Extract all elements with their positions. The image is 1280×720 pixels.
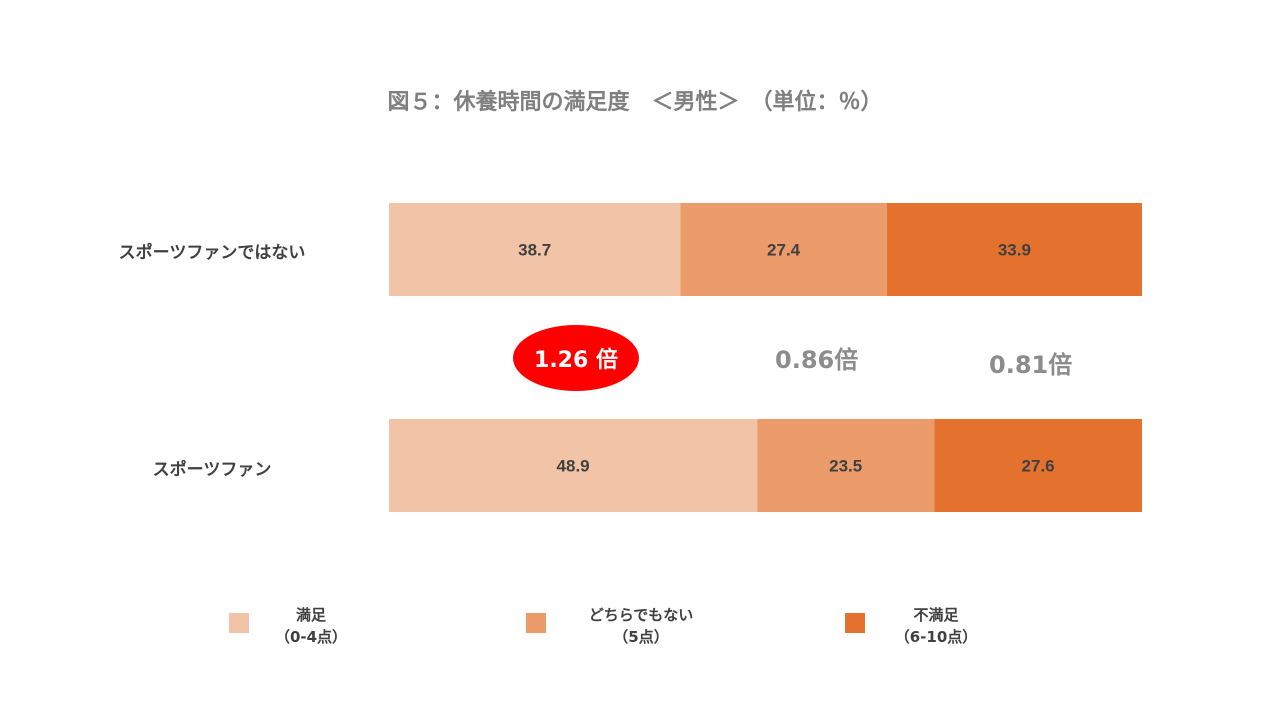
bar-segment-0-1	[680, 203, 887, 296]
category-label-fan: スポーツファン	[152, 460, 272, 480]
legend-label-dissatisfied: 不満足 （6-10点）	[894, 606, 978, 646]
data-label-1-1: 23.5	[829, 457, 862, 476]
data-label-0-1: 27.4	[767, 241, 801, 260]
bar-segment-1-1	[757, 419, 935, 512]
ratio-annotation-satisfied: 1.26 倍	[513, 325, 639, 391]
bar-segment-1-0	[389, 419, 758, 512]
bar-segment-0-2	[886, 203, 1142, 296]
legend-label-satisfied: 満足 （0-4点）	[274, 606, 348, 646]
legend-swatch-neutral	[526, 613, 546, 633]
legend-swatch-dissatisfied	[845, 613, 865, 633]
legend-label-neutral: どちらでもない （5点）	[588, 606, 694, 646]
data-label-1-2: 27.6	[1022, 457, 1055, 476]
bar-segment-0-0	[389, 203, 681, 296]
legend-swatch-satisfied	[229, 613, 249, 633]
data-label-0-2: 33.9	[998, 241, 1031, 260]
ratio-annotation-dissatisfied: 0.81倍	[989, 351, 1073, 379]
ratio-annotation-neutral: 0.86倍	[775, 346, 859, 374]
bar-segment-1-2	[934, 419, 1142, 512]
chart-title: 図５：休養時間の満足度 ＜男性＞ （単位：％）	[387, 90, 883, 115]
category-label-non-fan: スポーツファンではない	[118, 243, 306, 263]
data-label-0-0: 38.7	[518, 241, 551, 260]
data-label-1-0: 48.9	[557, 457, 590, 476]
